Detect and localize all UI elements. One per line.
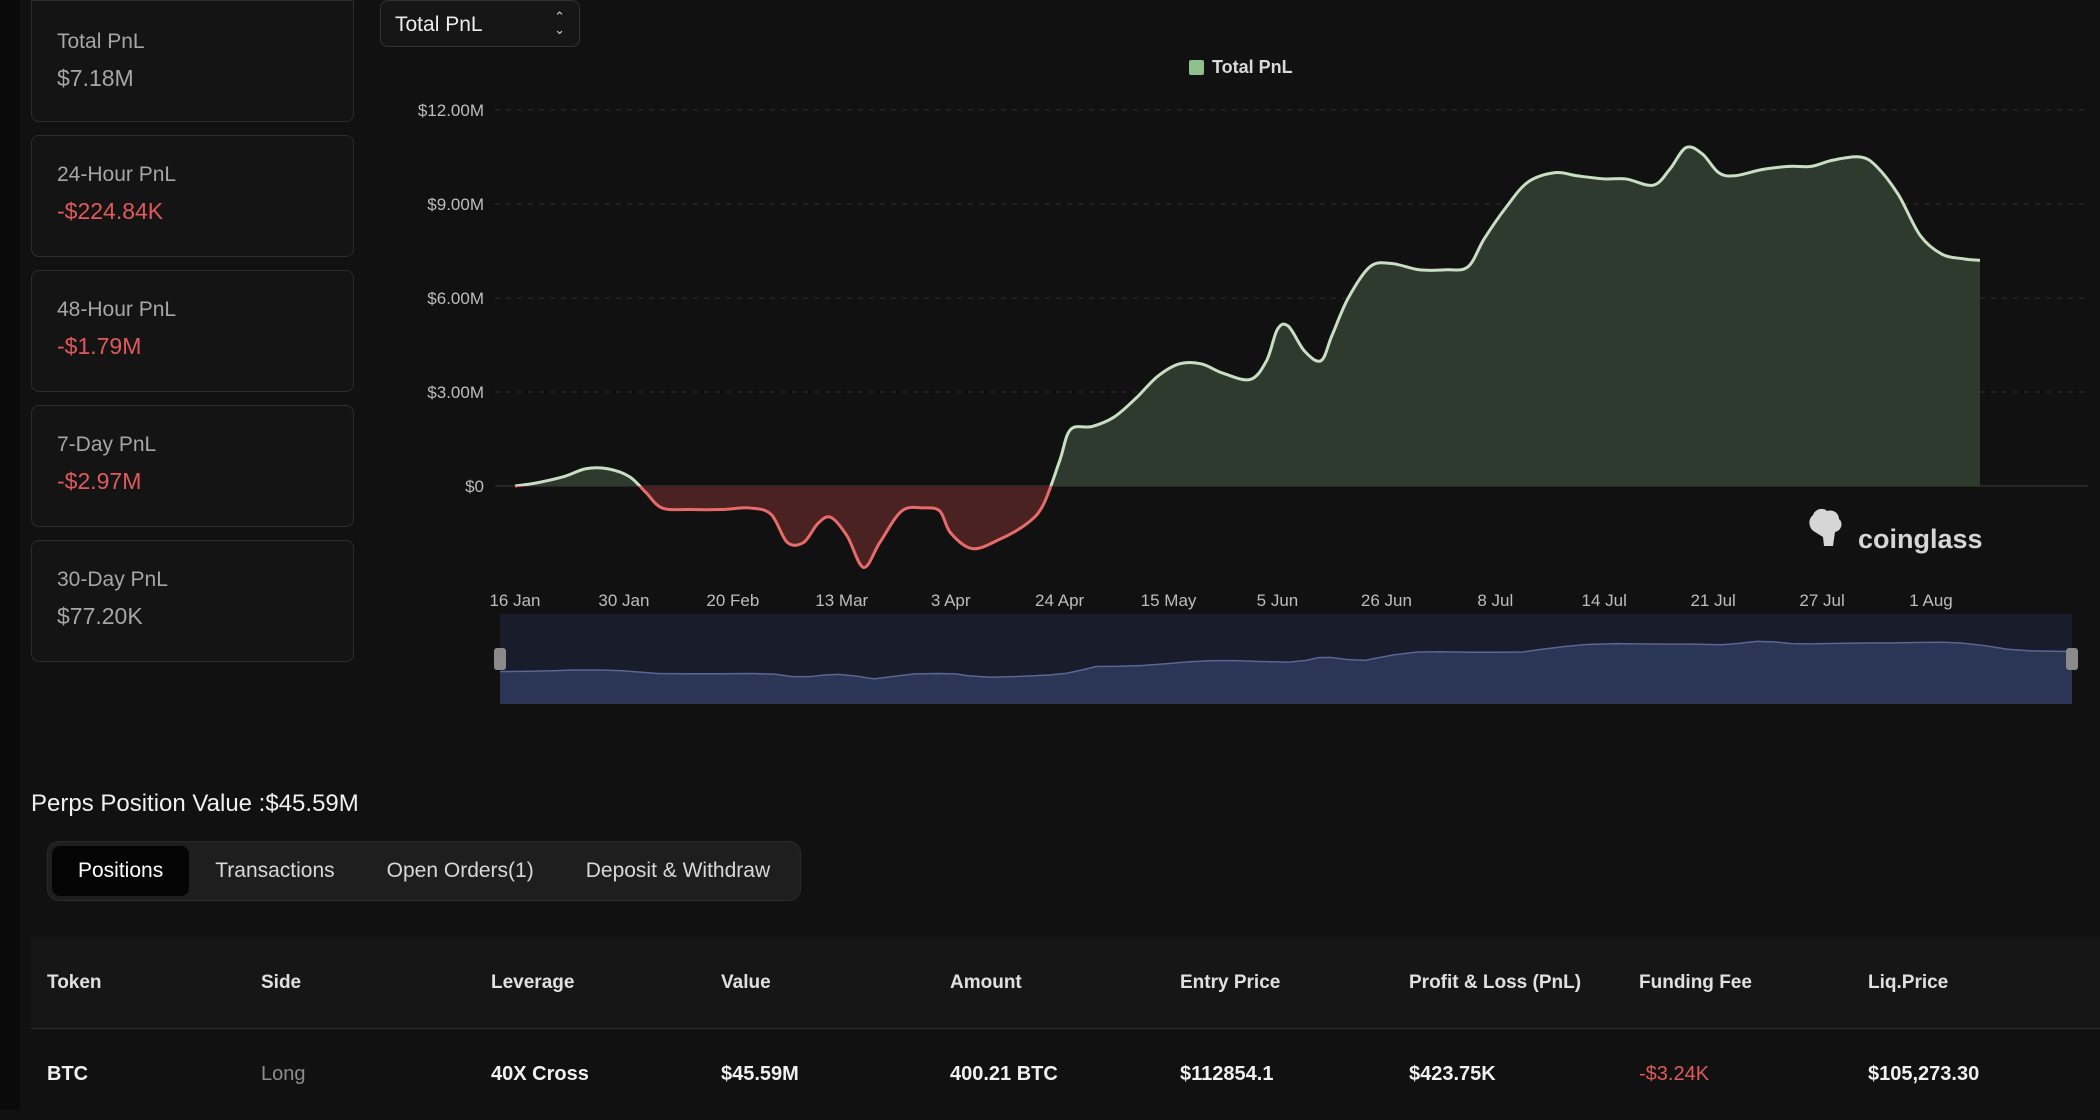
stat-card-total-pnl: Total PnL $7.18M: [31, 0, 354, 122]
x-tick-label: 5 Jun: [1257, 591, 1299, 610]
column-header-entry-price[interactable]: Entry Price: [1180, 971, 1281, 993]
legend-label: Total PnL: [1212, 57, 1293, 77]
column-header-funding-fee[interactable]: Funding Fee: [1639, 971, 1752, 993]
stat-label: Total PnL: [57, 30, 145, 53]
navigator-area: [500, 641, 2072, 704]
series-area-negative: [515, 486, 1981, 568]
x-tick-label: 24 Apr: [1035, 591, 1084, 610]
stat-label: 48-Hour PnL: [57, 298, 177, 321]
perps-position-value: Perps Position Value :$45.59M: [31, 790, 359, 817]
y-tick-label: $12.00M: [418, 101, 484, 120]
series-line-positive: [514, 145, 1981, 486]
up-down-chevron-icon: ⌃ ⌄: [554, 9, 565, 37]
chart-navigator: [494, 614, 2078, 704]
coinglass-logo-icon: [1809, 508, 1842, 546]
x-tick-label: 16 Jan: [489, 591, 540, 610]
x-tick-label: 30 Jan: [598, 591, 649, 610]
chart-legend: Total PnL: [1189, 57, 1293, 77]
column-header-amount[interactable]: Amount: [950, 971, 1022, 993]
x-tick-label: 8 Jul: [1477, 591, 1513, 610]
x-tick-label: 14 Jul: [1582, 591, 1627, 610]
y-tick-label: $6.00M: [427, 289, 484, 308]
y-tick-label: $0: [465, 477, 484, 496]
series-area-positive: [515, 146, 1981, 486]
x-tick-label: 3 Apr: [931, 591, 971, 610]
coinglass-watermark: coinglass: [1809, 508, 1983, 554]
legend-swatch: [1189, 60, 1204, 75]
tab-deposit-withdraw[interactable]: Deposit & Withdraw: [585, 859, 771, 882]
x-tick-label: 13 Mar: [815, 591, 868, 610]
series-line-negative: [515, 486, 1053, 569]
metric-select[interactable]: Total PnL ⌃ ⌄: [380, 0, 580, 47]
stat-card-30d-pnl: 30-Day PnL $77.20K: [31, 540, 354, 662]
cell-leverage: 40X Cross: [491, 1063, 589, 1085]
column-header-token[interactable]: Token: [47, 971, 102, 993]
table-row[interactable]: BTC Long 40X Cross $45.59M 400.21 BTC $1…: [31, 1029, 2100, 1120]
x-tick-label: 15 May: [1141, 591, 1197, 610]
x-tick-label: 21 Jul: [1690, 591, 1735, 610]
cell-side: Long: [261, 1063, 306, 1085]
stat-value: -$224.84K: [57, 198, 164, 224]
positions-table: Token Side Leverage Value Amount Entry P…: [31, 937, 2100, 1120]
cell-amount: 400.21 BTC: [950, 1063, 1058, 1085]
x-tick-label: 1 Aug: [1909, 591, 1953, 610]
stat-value: -$2.97M: [57, 468, 142, 494]
stat-label: 7-Day PnL: [57, 433, 157, 456]
cell-funding-fee: -$3.24K: [1639, 1063, 1710, 1085]
tab-open-orders[interactable]: Open Orders(1): [386, 859, 534, 882]
window-edge: [0, 0, 20, 1110]
column-header-liq-price[interactable]: Liq.Price: [1868, 971, 1949, 993]
stat-card-24h-pnl: 24-Hour PnL -$224.84K: [31, 135, 354, 257]
cell-entry-price: $112854.1: [1180, 1063, 1274, 1085]
stat-card-7d-pnl: 7-Day PnL -$2.97M: [31, 405, 354, 527]
column-header-value[interactable]: Value: [721, 971, 771, 993]
column-header-side[interactable]: Side: [261, 971, 302, 993]
stat-value: $7.18M: [57, 65, 134, 91]
cell-liq-price: $105,273.30: [1868, 1063, 1980, 1085]
column-header-leverage[interactable]: Leverage: [491, 971, 575, 993]
position-tabs: Positions Transactions Open Orders(1) De…: [47, 841, 802, 901]
x-tick-label: 27 Jul: [1799, 591, 1844, 610]
x-tick-label: 20 Feb: [706, 591, 759, 610]
metric-select-value: Total PnL: [395, 13, 483, 36]
navigator-handle-left[interactable]: [494, 648, 506, 670]
x-tick-label: 26 Jun: [1361, 591, 1412, 610]
stat-value: $77.20K: [57, 603, 143, 629]
pnl-stat-cards: Total PnL $7.18M 24-Hour PnL -$224.84K 4…: [31, 0, 354, 675]
tab-transactions[interactable]: Transactions: [215, 859, 335, 882]
stat-label: 30-Day PnL: [57, 568, 168, 591]
table-header: Token Side Leverage Value Amount Entry P…: [31, 937, 2100, 1029]
stat-card-48h-pnl: 48-Hour PnL -$1.79M: [31, 270, 354, 392]
navigator-line: [499, 640, 2073, 680]
y-tick-label: $9.00M: [427, 195, 484, 214]
stat-value: -$1.79M: [57, 333, 142, 359]
stat-label: 24-Hour PnL: [57, 163, 177, 186]
y-tick-label: $3.00M: [427, 383, 484, 402]
cell-pnl: $423.75K: [1409, 1063, 1496, 1085]
column-header-pnl[interactable]: Profit & Loss (PnL): [1409, 971, 1582, 993]
pnl-chart[interactable]: Total PnL $12.00M $9.00M $6.00M $3.00M $0 16 J…: [380, 40, 2100, 720]
cell-token: BTC: [47, 1063, 89, 1085]
tab-positions[interactable]: Positions: [52, 846, 190, 896]
watermark-text: coinglass: [1858, 524, 1983, 554]
cell-value: $45.59M: [721, 1063, 799, 1085]
navigator-handle-right[interactable]: [2066, 648, 2078, 670]
